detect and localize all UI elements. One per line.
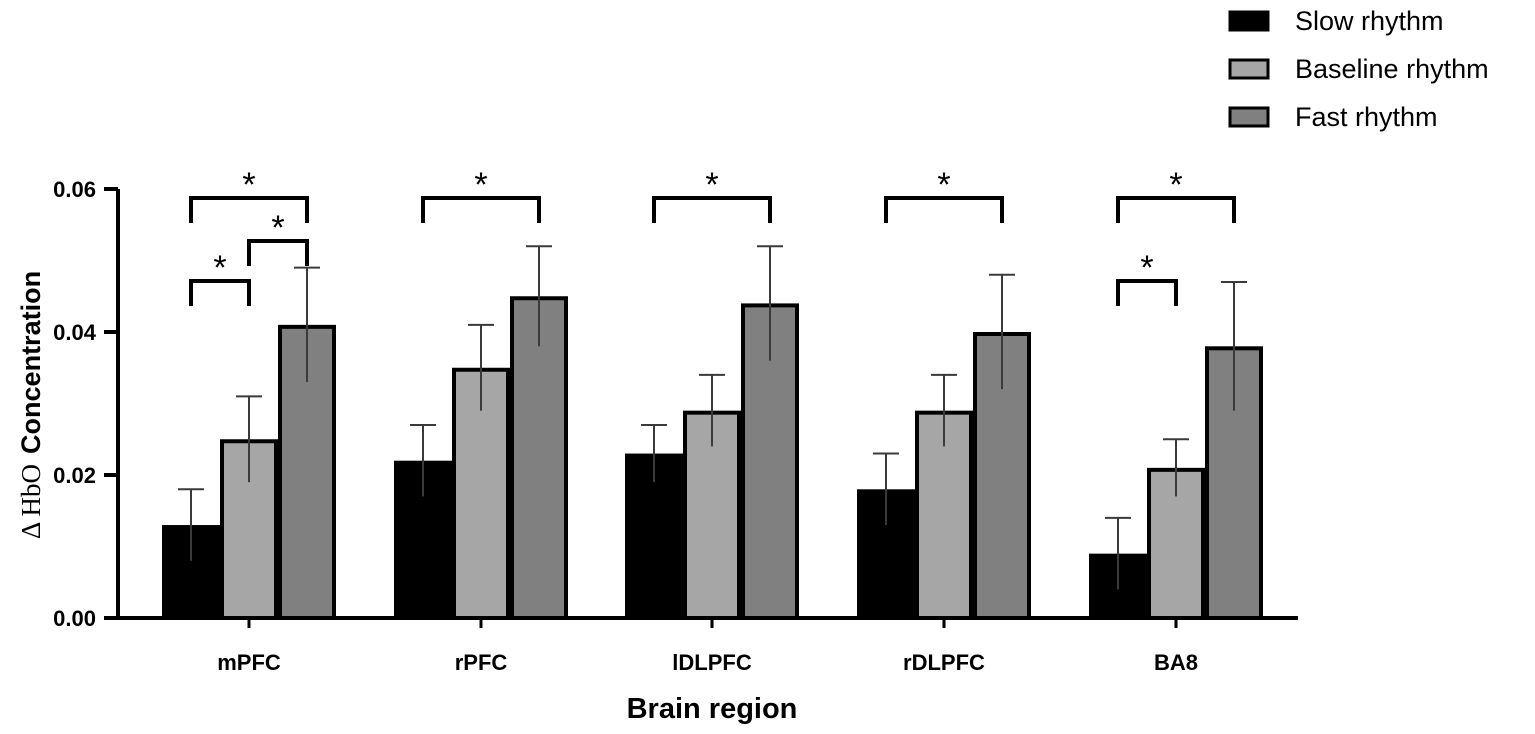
significance-star-mpfc: *	[213, 249, 226, 287]
bar-rdlpfc-slow	[857, 489, 915, 620]
significance-bracket-mpfc	[247, 239, 309, 266]
significance-layer: * * * * * * * *	[189, 166, 1236, 306]
legend: Slow rhythm Baseline rhythm Fast rhythm	[1228, 6, 1489, 132]
significance-bracket-ba8	[1116, 279, 1178, 306]
x-tick-label-mpfc: mPFC	[217, 650, 281, 675]
x-tick-label-ldlpfc: lDLPFC	[672, 650, 752, 675]
legend-swatch-fast	[1228, 106, 1270, 128]
bars-layer	[162, 296, 1263, 621]
significance-bracket-mpfc	[189, 279, 251, 306]
y-axis-title-symbol: Δ HbO	[16, 464, 46, 539]
bar-ldlpfc-baseline	[683, 410, 741, 620]
y-tick-label: 0.04	[53, 320, 97, 345]
legend-label-slow: Slow rhythm	[1295, 6, 1444, 36]
y-tick-label: 0.06	[53, 177, 96, 202]
error-bars-layer	[178, 245, 1247, 590]
significance-star-ba8: *	[1140, 249, 1153, 287]
significance-bracket-ba8	[1116, 196, 1236, 223]
significance-star-ldlpfc: *	[705, 166, 718, 204]
significance-bracket-mpfc	[189, 196, 309, 223]
legend-label-baseline: Baseline rhythm	[1295, 54, 1489, 84]
x-axis-title: Brain region	[627, 693, 798, 725]
x-tick-label-rpfc: rPFC	[455, 650, 508, 675]
y-tick-label: 0.02	[53, 463, 96, 488]
significance-star-ba8: *	[1169, 166, 1182, 204]
y-tick-label: 0.00	[53, 606, 96, 631]
legend-label-fast: Fast rhythm	[1295, 102, 1438, 132]
x-tick-label-ba8: BA8	[1154, 650, 1198, 675]
axes-layer	[116, 189, 1298, 620]
significance-star-rdlpfc: *	[937, 166, 950, 204]
bar-rpfc-fast	[510, 296, 568, 620]
significance-bracket-ldlpfc	[652, 196, 772, 223]
x-ticks-layer: mPFC rPFC lDLPFC rDLPFC BA8	[217, 618, 1198, 675]
y-ticks-layer: 0.00 0.02 0.04 0.06	[53, 177, 118, 631]
significance-star-mpfc: *	[271, 209, 284, 247]
legend-swatch-slow	[1228, 10, 1270, 32]
significance-star-rpfc: *	[474, 166, 487, 204]
significance-bracket-rpfc	[421, 196, 541, 223]
y-axis-title: Δ HbO Concentration	[16, 271, 46, 539]
x-tick-label-rdlpfc: rDLPFC	[903, 650, 985, 675]
legend-swatch-baseline	[1228, 58, 1270, 80]
significance-star-mpfc: *	[242, 166, 255, 204]
significance-bracket-rdlpfc	[884, 196, 1004, 223]
y-axis-title-text: Concentration	[16, 271, 46, 454]
